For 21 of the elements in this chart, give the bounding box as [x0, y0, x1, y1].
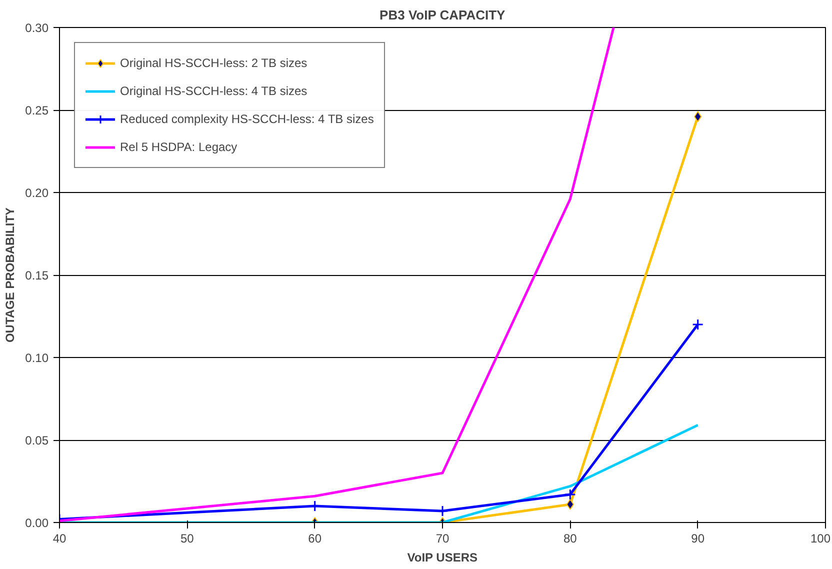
x-tick-label: 80 [563, 532, 578, 546]
y-tick-label: 0.00 [25, 516, 49, 530]
x-tick-label: 60 [308, 532, 322, 546]
legend-label: Rel 5 HSDPA: Legacy [120, 140, 238, 154]
legend-label: Original HS-SCCH-less: 2 TB sizes [120, 56, 308, 70]
legend-label: Original HS-SCCH-less: 4 TB sizes [120, 84, 308, 98]
y-tick-label: 0.30 [25, 21, 49, 35]
chart-title: PB3 VoIP CAPACITY [380, 8, 506, 22]
x-tick-label: 50 [180, 532, 194, 546]
y-axis-title: OUTAGE PROBABILITY [3, 207, 18, 343]
x-axis-title: VoIP USERS [407, 550, 478, 564]
y-tick-label: 0.20 [25, 186, 49, 200]
y-tick-label: 0.05 [25, 434, 49, 448]
x-tick-label: 70 [436, 532, 450, 546]
y-tick-label: 0.15 [25, 268, 49, 282]
legend-label: Reduced complexity HS-SCCH-less: 4 TB sizes [120, 112, 374, 126]
y-tick-label: 0.10 [25, 351, 49, 365]
x-tick-label: 90 [691, 532, 705, 546]
y-tick-label: 0.25 [25, 104, 49, 118]
x-tick-label: 100 [810, 532, 831, 546]
x-tick-label: 40 [52, 532, 66, 546]
